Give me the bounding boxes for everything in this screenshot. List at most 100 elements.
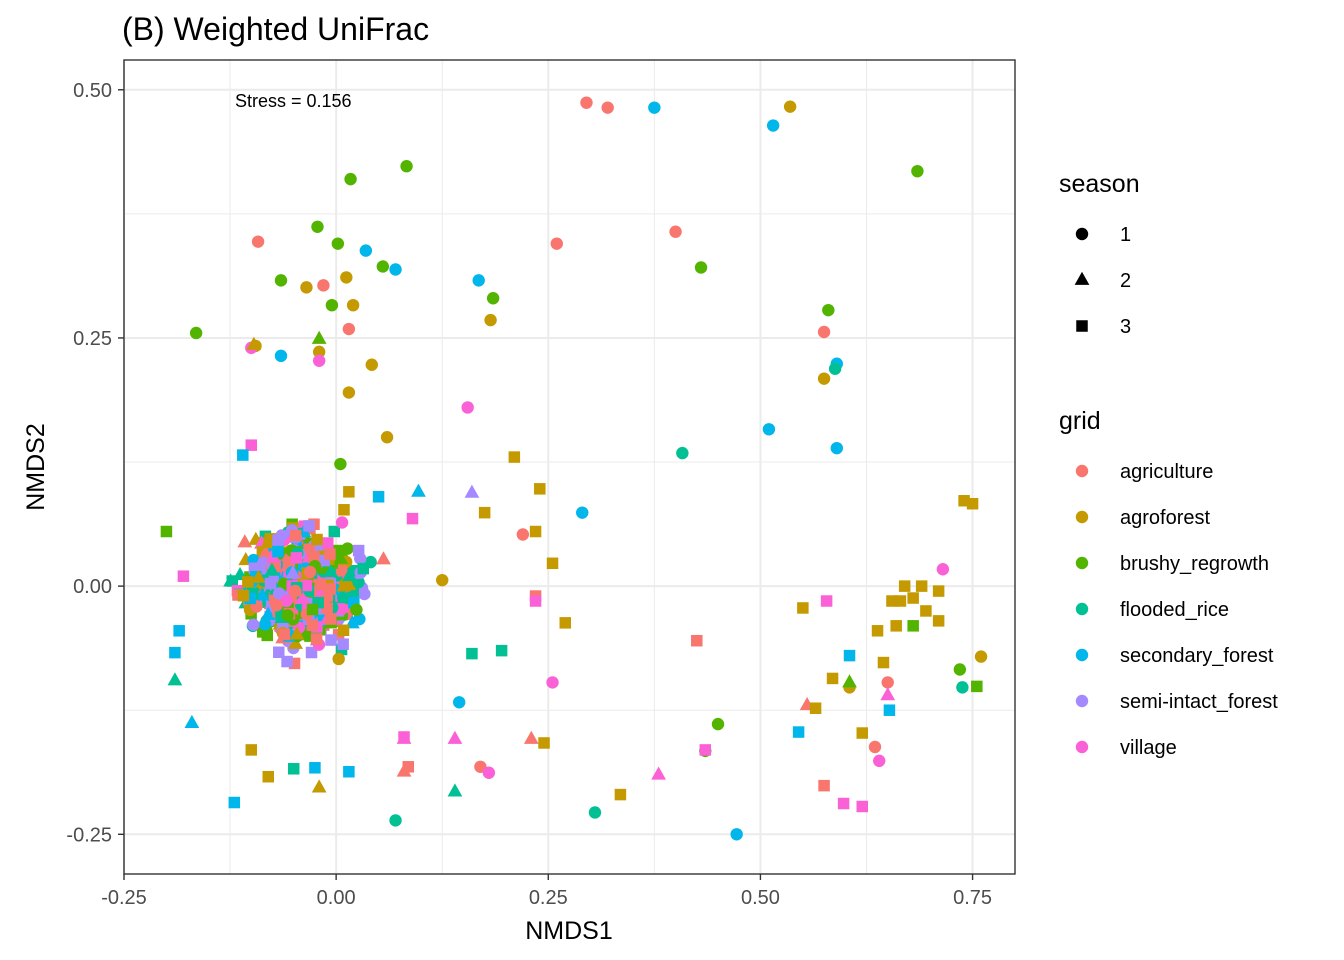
data-point bbox=[258, 545, 273, 559]
data-point bbox=[352, 575, 365, 589]
data-point bbox=[335, 516, 349, 529]
season-legend-label: 1 bbox=[1120, 224, 1131, 246]
data-point bbox=[260, 534, 276, 549]
data-point bbox=[342, 386, 356, 399]
season-legend-items: 1 2 3 bbox=[1074, 224, 1131, 338]
data-point bbox=[915, 580, 928, 592]
data-point bbox=[974, 650, 988, 663]
data-point bbox=[486, 292, 500, 305]
data-point bbox=[324, 613, 337, 625]
y-axis: -0.25 0.00 0.25 0.50 bbox=[66, 80, 124, 846]
data-point bbox=[331, 237, 345, 250]
data-point bbox=[269, 560, 281, 573]
data-point bbox=[920, 605, 932, 617]
data-point bbox=[400, 160, 413, 173]
data-point bbox=[251, 569, 266, 583]
data-point bbox=[244, 592, 256, 605]
data-point bbox=[346, 298, 360, 312]
data-point bbox=[287, 763, 300, 775]
data-point bbox=[274, 349, 288, 363]
legend-color-key bbox=[1075, 648, 1089, 662]
data-point bbox=[184, 714, 200, 729]
data-point bbox=[275, 560, 288, 573]
grid-legend-label: secondary_forest bbox=[1120, 645, 1274, 667]
data-point bbox=[886, 595, 898, 607]
data-point bbox=[730, 828, 743, 841]
data-point bbox=[350, 603, 363, 616]
data-point bbox=[307, 551, 320, 563]
data-point bbox=[676, 446, 689, 460]
data-point bbox=[389, 814, 402, 827]
data-point bbox=[264, 562, 280, 576]
data-point bbox=[280, 594, 293, 608]
data-point bbox=[272, 534, 284, 546]
data-point bbox=[484, 313, 497, 327]
data-point bbox=[273, 646, 285, 659]
data-point bbox=[344, 172, 357, 186]
data-point bbox=[323, 563, 339, 578]
data-point bbox=[242, 576, 254, 588]
data-point bbox=[353, 612, 366, 626]
data-point bbox=[534, 483, 546, 495]
data-point bbox=[352, 544, 365, 557]
data-point bbox=[766, 119, 780, 132]
data-point bbox=[317, 562, 330, 574]
data-point bbox=[971, 680, 983, 693]
data-point bbox=[288, 635, 303, 649]
grid-legend-label: flooded_rice bbox=[1120, 599, 1229, 621]
grid-legend-label: brushy_regrowth bbox=[1120, 553, 1269, 575]
data-point bbox=[289, 529, 302, 542]
data-point bbox=[911, 164, 924, 178]
data-point bbox=[529, 595, 542, 607]
data-point bbox=[365, 358, 378, 371]
data-point bbox=[691, 634, 703, 647]
season-legend: season 1 2 3 bbox=[1059, 170, 1140, 338]
data-point bbox=[346, 564, 358, 577]
data-point bbox=[372, 491, 385, 503]
data-point bbox=[272, 545, 284, 558]
data-point bbox=[482, 766, 496, 779]
data-point bbox=[285, 565, 301, 579]
data-point bbox=[907, 620, 919, 632]
grid-legend-label: village bbox=[1120, 737, 1177, 759]
data-point bbox=[258, 618, 272, 631]
data-point bbox=[245, 439, 258, 451]
y-axis-title: NMDS2 bbox=[22, 423, 50, 511]
data-point bbox=[331, 544, 343, 557]
data-point bbox=[478, 506, 491, 519]
data-point bbox=[305, 646, 318, 659]
data-point bbox=[177, 570, 190, 582]
data-point bbox=[883, 704, 896, 716]
panel-background bbox=[124, 60, 1015, 874]
data-point bbox=[309, 762, 321, 774]
data-point bbox=[223, 573, 239, 587]
data-point bbox=[246, 336, 262, 350]
data-point bbox=[389, 263, 402, 276]
season-legend-title: season bbox=[1059, 170, 1140, 198]
data-point bbox=[281, 655, 293, 668]
data-point bbox=[311, 220, 324, 233]
data-point bbox=[880, 687, 896, 701]
data-point bbox=[873, 754, 886, 768]
data-point bbox=[303, 543, 315, 556]
data-point bbox=[358, 587, 371, 601]
data-point bbox=[817, 325, 831, 339]
data-point bbox=[694, 261, 708, 274]
stress-annotation: Stress = 0.156 bbox=[235, 91, 352, 111]
data-point bbox=[907, 592, 919, 604]
data-point bbox=[347, 585, 360, 597]
data-point bbox=[311, 533, 323, 546]
data-point bbox=[601, 101, 614, 114]
legend-key-triangle bbox=[1074, 271, 1090, 285]
data-point bbox=[958, 495, 970, 507]
data-point bbox=[303, 520, 315, 532]
data-point bbox=[247, 618, 260, 631]
data-point bbox=[337, 624, 350, 637]
data-point bbox=[290, 552, 303, 564]
plot-panel: Stress = 0.156 bbox=[123, 59, 1016, 875]
data-point bbox=[508, 451, 521, 463]
data-point bbox=[335, 565, 348, 577]
y-tick-label: 0.25 bbox=[73, 328, 112, 350]
legend-color-key bbox=[1075, 694, 1089, 708]
data-point bbox=[264, 533, 276, 545]
